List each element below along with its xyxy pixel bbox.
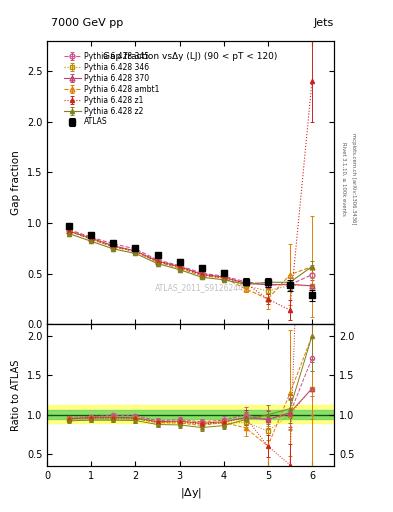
Y-axis label: Gap fraction: Gap fraction bbox=[11, 150, 21, 215]
Legend: Pythia 6.428 345, Pythia 6.428 346, Pythia 6.428 370, Pythia 6.428 ambt1, Pythia: Pythia 6.428 345, Pythia 6.428 346, Pyth… bbox=[62, 51, 161, 128]
Bar bbox=[47, 410, 334, 419]
Text: ATLAS_2011_S9126244: ATLAS_2011_S9126244 bbox=[155, 283, 244, 292]
Text: mcplots.cern.ch [arXiv:1306.3436]: mcplots.cern.ch [arXiv:1306.3436] bbox=[351, 134, 356, 225]
Text: Gap fraction vsΔy (LJ) (90 < pT < 120): Gap fraction vsΔy (LJ) (90 < pT < 120) bbox=[103, 52, 278, 61]
Text: Rivet 3.1.10, ≥ 100k events: Rivet 3.1.10, ≥ 100k events bbox=[342, 142, 346, 216]
Y-axis label: Ratio to ATLAS: Ratio to ATLAS bbox=[11, 359, 21, 431]
X-axis label: |$\Delta$y|: |$\Delta$y| bbox=[180, 486, 202, 500]
Text: 7000 GeV pp: 7000 GeV pp bbox=[51, 18, 123, 28]
Bar bbox=[47, 406, 334, 422]
Text: Jets: Jets bbox=[314, 18, 334, 28]
